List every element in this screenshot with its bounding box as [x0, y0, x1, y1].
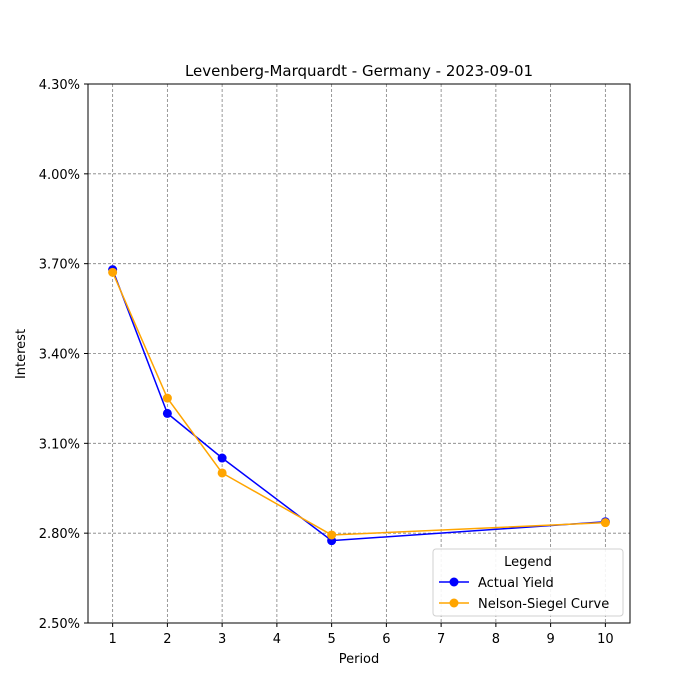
- x-tick-label: 3: [218, 632, 226, 647]
- y-tick-label: 4.00%: [39, 168, 80, 183]
- data-point-nelson-siegel-curve: [108, 267, 118, 277]
- x-tick-label: 2: [163, 632, 171, 647]
- x-tick-label: 5: [327, 632, 335, 647]
- data-point-actual-yield: [162, 408, 172, 418]
- data-point-nelson-siegel-curve: [600, 518, 610, 528]
- y-tick-label: 4.30%: [39, 78, 80, 93]
- legend: Legend Actual Yield Nelson-Siegel Curve: [432, 548, 624, 617]
- data-point-nelson-siegel-curve: [217, 468, 227, 478]
- y-tick-label: 3.40%: [39, 348, 80, 363]
- legend-label-nelson-siegel: Nelson-Siegel Curve: [478, 597, 609, 612]
- x-tick-label: 10: [597, 632, 614, 647]
- x-tick-label: 4: [273, 632, 281, 647]
- y-tick-label: 3.10%: [39, 437, 80, 452]
- data-point-nelson-siegel-curve: [162, 393, 172, 403]
- legend-marker-actual-yield: [449, 577, 459, 587]
- data-point-actual-yield: [217, 453, 227, 463]
- axis-ticks: 1 2 3 4 5 6 7 8 9 10 2.50% 2.80% 3.10% 3.40% 3.70% 4.00…: [39, 78, 614, 647]
- data-point-nelson-siegel-curve: [327, 530, 337, 540]
- y-axis-label: Interest: [14, 329, 29, 379]
- series-layer: [108, 265, 610, 546]
- y-tick-label: 3.70%: [39, 258, 80, 273]
- x-tick-label: 7: [437, 632, 445, 647]
- legend-box: [432, 548, 624, 617]
- legend-marker-nelson-siegel: [449, 598, 459, 608]
- x-axis-label: Period: [339, 652, 380, 667]
- y-tick-label: 2.80%: [39, 527, 80, 542]
- y-tick-label: 2.50%: [39, 617, 80, 632]
- x-tick-label: 1: [108, 632, 116, 647]
- legend-title: Legend: [504, 555, 552, 570]
- chart-title: Levenberg-Marquardt - Germany - 2023-09-…: [185, 62, 533, 80]
- x-tick-label: 8: [492, 632, 500, 647]
- x-tick-label: 6: [382, 632, 390, 647]
- x-tick-label: 9: [546, 632, 554, 647]
- legend-label-actual-yield: Actual Yield: [478, 576, 554, 591]
